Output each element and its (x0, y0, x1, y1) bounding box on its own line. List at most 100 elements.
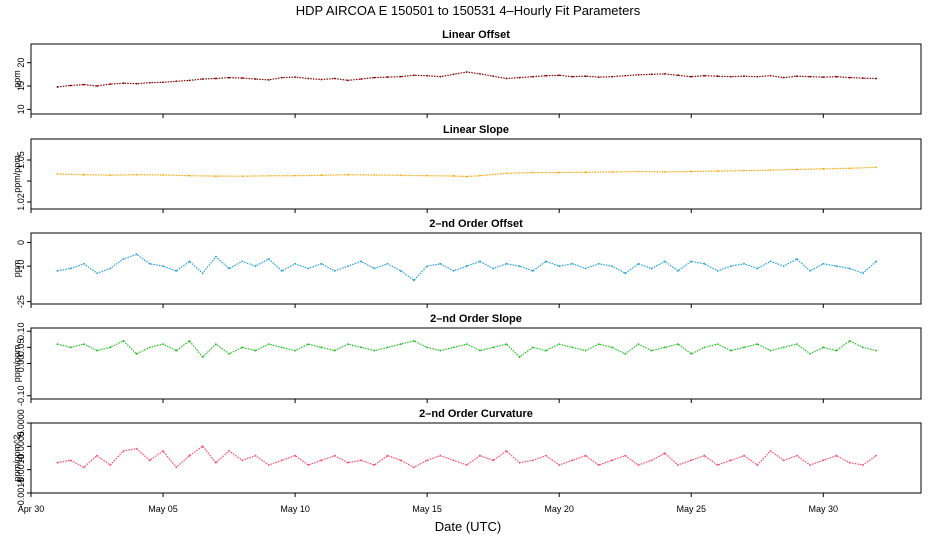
data-point (294, 174, 296, 177)
data-point (82, 343, 85, 346)
data-point (479, 349, 481, 352)
data-point (148, 81, 151, 84)
data-point (241, 175, 244, 178)
data-point (624, 272, 627, 275)
data-point (399, 343, 402, 346)
data-point (188, 79, 191, 82)
data-point (452, 269, 455, 272)
data-point (571, 459, 574, 462)
data-point (795, 258, 798, 260)
data-point (228, 450, 230, 452)
data-point (637, 262, 640, 265)
data-point (743, 262, 745, 265)
data-point (465, 71, 468, 73)
data-point (584, 454, 587, 457)
y-tick-label: 0.00 (16, 355, 26, 373)
data-point (875, 166, 878, 169)
data-point (82, 262, 85, 265)
data-point (571, 346, 574, 349)
panel-frame (30, 232, 922, 305)
panel-title: 2–nd Order Slope (430, 313, 522, 325)
data-point (558, 265, 561, 268)
data-point (320, 78, 323, 81)
data-point (690, 352, 693, 355)
data-point (769, 260, 772, 263)
data-point (426, 74, 429, 77)
data-point (743, 75, 745, 78)
data-point (347, 173, 349, 176)
data-point (201, 272, 204, 275)
data-point (782, 459, 785, 462)
data-point (492, 459, 495, 462)
data-point (426, 174, 429, 177)
panel-title: Linear Slope (443, 124, 509, 136)
data-point (452, 459, 455, 462)
y-axis-label: ppm/ppm (12, 155, 22, 193)
data-point (465, 175, 468, 178)
data-point (611, 459, 613, 462)
data-point (360, 346, 363, 349)
data-point (769, 349, 772, 352)
data-point (56, 173, 59, 175)
data-point (597, 343, 600, 346)
data-point (637, 464, 640, 466)
data-point (439, 454, 442, 457)
data-point (188, 260, 191, 263)
data-point (677, 74, 679, 77)
data-point (479, 260, 481, 263)
data-point (56, 269, 59, 272)
data-point (135, 173, 138, 176)
data-point (663, 260, 666, 263)
data-point (267, 79, 270, 81)
data-point (82, 83, 85, 86)
data-point (650, 459, 653, 462)
data-point (584, 75, 587, 78)
data-point (267, 464, 270, 466)
data-point (386, 76, 389, 79)
data-point (465, 343, 468, 346)
data-point (175, 349, 178, 352)
data-point (452, 73, 455, 76)
data-point (505, 343, 508, 346)
data-point (69, 459, 72, 462)
y-tick-label: 0.05 (16, 339, 26, 357)
data-point (650, 267, 653, 270)
data-point (307, 464, 310, 466)
data-point (518, 265, 521, 268)
data-point (241, 459, 244, 462)
data-point (545, 454, 547, 457)
data-point (861, 346, 864, 349)
data-point (716, 269, 719, 272)
data-point (479, 174, 481, 177)
data-point (531, 459, 534, 462)
data-point (439, 262, 442, 265)
data-point (175, 269, 178, 272)
data-point (426, 346, 429, 349)
data-point (677, 343, 679, 346)
y-tick-label: -10 (16, 260, 26, 273)
data-point (782, 346, 785, 349)
data-point (545, 74, 547, 77)
y-tick-label: 0.10 (16, 322, 26, 340)
data-point (835, 265, 838, 268)
data-point (822, 459, 825, 462)
data-point (703, 262, 706, 265)
data-point (320, 174, 323, 177)
data-point (254, 78, 257, 80)
data-point (611, 171, 613, 173)
data-point (135, 352, 138, 355)
panel-1: Linear Offset ppm 10 15 20 (12, 29, 922, 118)
data-point (280, 269, 283, 272)
data-point (611, 346, 613, 349)
y-tick-label: 0.0000 (16, 409, 26, 437)
data-point (875, 349, 878, 352)
data-point (690, 75, 693, 78)
data-point (347, 79, 349, 82)
data-point (492, 267, 495, 270)
data-point (347, 461, 349, 464)
data-point (162, 174, 164, 176)
data-point (848, 461, 851, 464)
data-point (69, 84, 72, 87)
data-point (756, 267, 759, 270)
panel-4: 2–nd Order Slope ppm/ppm -0.10 0.000.050.10 (12, 313, 922, 406)
